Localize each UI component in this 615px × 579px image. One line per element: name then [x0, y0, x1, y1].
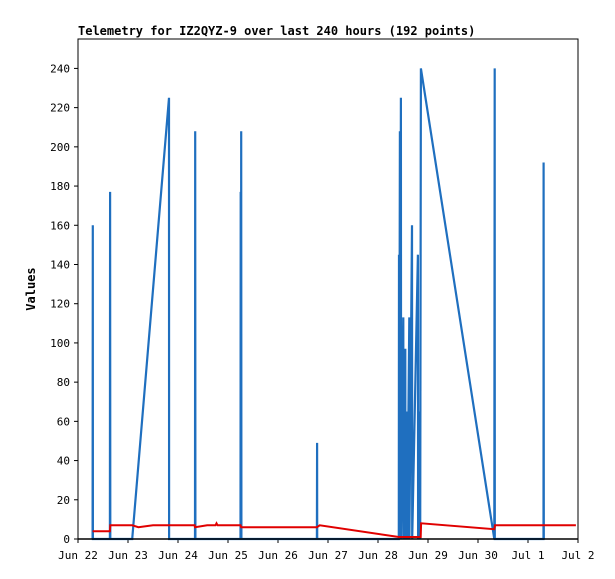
y-tick-label: 60	[57, 415, 70, 428]
y-axis-ticks: 0 20 40 60 80 100 120 140 160 180 200 220 240	[50, 62, 78, 546]
x-tick-label: Jun 25	[208, 549, 248, 562]
x-tick-label: Jun 27	[308, 549, 348, 562]
x-tick-label: Jul 2	[561, 549, 594, 562]
x-axis-ticks: Jun 22 Jun 23 Jun 24 Jun 25 Jun 26 Jun 27 Jun …	[58, 539, 595, 562]
series-layer	[91, 68, 576, 541]
series-2-line	[92, 521, 576, 538]
y-tick-label: 200	[50, 141, 70, 154]
x-tick-label: Jun 26	[258, 549, 298, 562]
x-tick-label: Jul 1	[511, 549, 544, 562]
chart-title: Telemetry for IZ2QYZ-9 over last 240 hou…	[78, 24, 475, 38]
y-tick-label: 0	[63, 533, 70, 546]
y-tick-label: 120	[50, 298, 70, 311]
x-tick-label: Jun 22	[58, 549, 98, 562]
y-tick-label: 140	[50, 258, 70, 271]
y-tick-label: 80	[57, 376, 70, 389]
y-tick-label: 180	[50, 180, 70, 193]
y-tick-label: 20	[57, 494, 70, 507]
y-axis-title: Values	[24, 267, 38, 310]
y-tick-label: 40	[57, 455, 70, 468]
x-tick-label: Jun 23	[108, 549, 148, 562]
series-1-line	[91, 68, 545, 541]
x-tick-label: Jun 29	[408, 549, 448, 562]
y-tick-label: 240	[50, 62, 70, 75]
x-tick-label: Jun 24	[158, 549, 198, 562]
y-tick-label: 220	[50, 102, 70, 115]
y-tick-label: 100	[50, 337, 70, 350]
y-tick-label: 160	[50, 219, 70, 232]
x-tick-label: Jun 30	[458, 549, 498, 562]
x-tick-label: Jun 28	[358, 549, 398, 562]
